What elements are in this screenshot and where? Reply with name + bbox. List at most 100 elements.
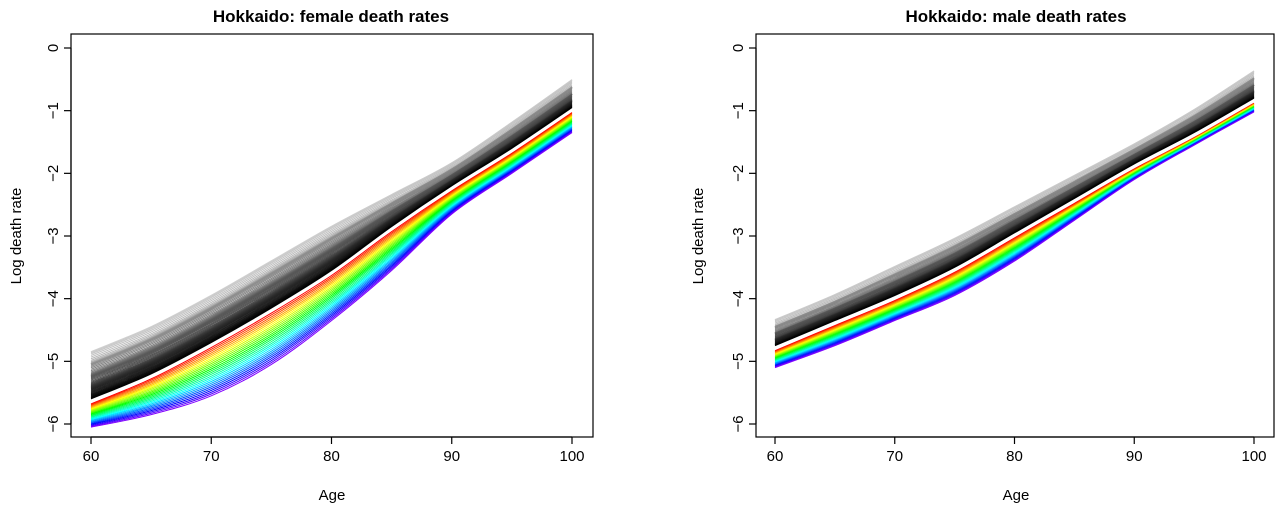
grey-year-curve: [90, 88, 573, 369]
grey-year-curve: [774, 87, 1255, 337]
grey-year-curve: [774, 72, 1255, 323]
grey-year-curve: [774, 75, 1255, 325]
x-tick-label: 80: [323, 448, 340, 465]
colored-year-curve: [90, 114, 573, 407]
grey-year-curve: [774, 78, 1255, 329]
y-tick-label: −2: [730, 165, 747, 182]
x-axis-label: Age: [319, 487, 346, 504]
y-tick-label: −3: [45, 227, 62, 244]
colored-year-curve: [90, 121, 573, 415]
grey-year-curve: [774, 87, 1255, 336]
grey-year-curve: [90, 79, 573, 354]
colored-year-curve: [90, 129, 573, 425]
grey-year-curve: [90, 97, 573, 384]
colored-year-curve: [90, 118, 573, 413]
x-tick-label: 60: [83, 448, 100, 465]
male-death-rates-panel: Hokkaido: male death rates 60 70 80 90 100 −…: [690, 7, 1275, 504]
grey-year-curve: [90, 80, 573, 353]
grey-year-curve: [774, 70, 1255, 321]
y-tick-label: 0: [730, 44, 747, 52]
x-tick-label: 90: [443, 448, 460, 465]
colored-year-curve: [90, 112, 573, 405]
grey-year-curve: [774, 76, 1255, 327]
grey-year-curve: [90, 82, 573, 358]
grey-year-curve: [90, 97, 573, 382]
colored-year-curve: [90, 117, 573, 411]
grey-year-curve: [90, 81, 573, 356]
grey-year-curve: [90, 95, 573, 380]
grey-year-curve: [774, 74, 1255, 324]
y-tick-label: −4: [730, 290, 747, 307]
colored-year-curve: [90, 119, 573, 414]
colored-year-curve: [90, 123, 573, 418]
x-axis: 60 70 80 90 100: [83, 436, 585, 465]
x-tick-label: 100: [1241, 448, 1266, 465]
plot-frame: [755, 33, 1275, 438]
grey-year-curve: [90, 87, 573, 367]
x-tick-label: 100: [559, 448, 584, 465]
y-tick-label: −3: [730, 227, 747, 244]
y-tick-label: −6: [45, 415, 62, 432]
colored-year-curve: [90, 122, 573, 417]
grey-year-curve: [90, 96, 573, 381]
grey-year-curve: [90, 107, 573, 400]
grey-year-curve: [90, 84, 573, 360]
colored-year-curve: [90, 131, 573, 427]
colored-year-curve: [90, 127, 573, 423]
grey-year-curve: [774, 81, 1255, 331]
x-axis-label: Age: [1003, 487, 1030, 504]
chart-title: Hokkaido: male death rates: [905, 7, 1126, 26]
grey-year-curve: [90, 87, 573, 366]
colored-year-curve: [90, 129, 573, 426]
grey-year-curve: [774, 70, 1255, 321]
grey-year-curve: [774, 83, 1255, 333]
y-tick-label: −2: [45, 165, 62, 182]
grey-year-curve: [774, 82, 1255, 332]
grey-year-curve: [774, 97, 1255, 347]
grey-year-curve: [774, 70, 1255, 321]
x-tick-label: 80: [1006, 448, 1023, 465]
grey-year-curve: [774, 71, 1255, 322]
colored-year-curve: [90, 125, 573, 420]
x-axis: 60 70 80 90 100: [767, 436, 1267, 465]
colored-year-curve: [90, 113, 573, 407]
x-tick-label: 70: [886, 448, 903, 465]
grey-year-curve: [774, 86, 1255, 336]
x-tick-label: 60: [767, 448, 784, 465]
colored-year-curve: [90, 115, 573, 408]
y-tick-label: −6: [730, 415, 747, 432]
chart-title: Hokkaido: female death rates: [213, 7, 449, 26]
colored-year-curve: [90, 128, 573, 424]
grey-year-curve: [90, 92, 573, 373]
colored-year-curve: [774, 111, 1255, 369]
y-tick-label: −5: [730, 353, 747, 370]
colored-year-curve: [90, 124, 573, 420]
y-tick-label: −4: [45, 290, 62, 307]
grey-year-curve: [774, 88, 1255, 338]
colored-year-curve: [90, 115, 573, 409]
grey-year-curve: [774, 70, 1255, 321]
y-tick-label: −1: [45, 102, 62, 119]
colored-year-curve: [90, 130, 573, 426]
female-death-rates-panel: Hokkaido: female death rates 60 70 80 90 100…: [8, 7, 594, 504]
grey-year-curve: [90, 90, 573, 370]
curves-group: [774, 70, 1255, 369]
colored-year-curve: [90, 124, 573, 419]
colored-year-curve: [90, 116, 573, 410]
colored-year-curve: [90, 118, 573, 412]
colored-year-curve: [90, 126, 573, 422]
y-axis: −6 −5 −4 −3 −2 −1 0: [45, 44, 72, 433]
y-tick-label: 0: [45, 44, 62, 52]
curves-group: [90, 79, 573, 428]
grey-year-curve: [90, 80, 573, 355]
colored-year-curve: [90, 120, 573, 414]
colored-year-curve: [90, 132, 573, 428]
grey-year-curve: [774, 78, 1255, 328]
colored-year-curve: [90, 126, 573, 421]
colored-year-curve: [90, 112, 573, 406]
grey-year-curve: [774, 71, 1255, 322]
y-axis-label: Log death rate: [8, 188, 25, 285]
x-tick-label: 70: [203, 448, 220, 465]
y-axis: −6 −5 −4 −3 −2 −1 0: [730, 44, 757, 433]
